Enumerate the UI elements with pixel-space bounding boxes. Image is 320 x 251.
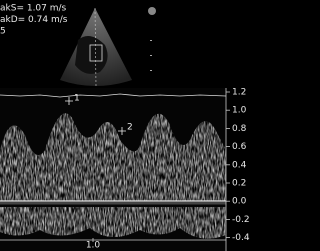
- cursor-line: [94, 7, 97, 87]
- scale-label: 0.0: [232, 197, 247, 207]
- scale-label: 0.2: [232, 179, 246, 189]
- measurement: 5: [0, 27, 6, 37]
- marker-label: 1: [74, 94, 80, 104]
- scale-label: 0.4: [232, 160, 247, 170]
- measurement: akS= 1.07 m/s: [0, 4, 67, 14]
- measurement: akD= 0.74 m/s: [0, 15, 68, 25]
- ecg-trace: [0, 93, 227, 98]
- scale-label: -0.4: [232, 233, 250, 243]
- marker-crosses: [65, 97, 126, 135]
- heart-chamber: [75, 36, 108, 74]
- indicator-dot: [148, 7, 156, 15]
- marker-label: 2: [127, 123, 133, 133]
- time-label: 1.0: [86, 241, 101, 251]
- scale-label: 1.2: [232, 88, 246, 98]
- scale-label: 0.8: [232, 124, 247, 134]
- spectrum: [0, 113, 226, 239]
- scale-label: 0.6: [232, 142, 247, 152]
- scale-label: -0.2: [232, 215, 250, 225]
- depth-scale: [150, 40, 152, 71]
- sample-gate: [89, 44, 103, 62]
- scale-label: 1.0: [232, 106, 247, 116]
